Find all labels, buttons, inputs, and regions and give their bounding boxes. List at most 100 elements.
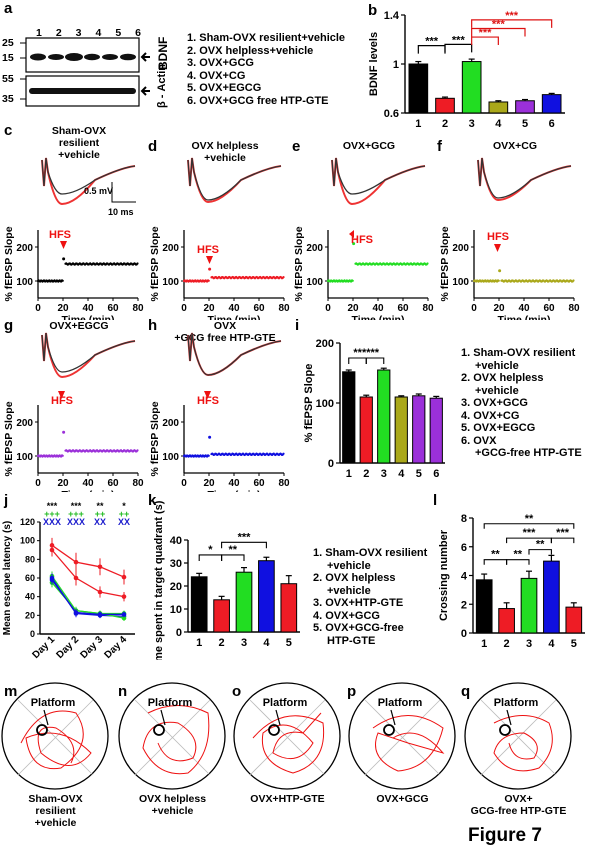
bar bbox=[394, 396, 408, 464]
sig-stars: ** bbox=[536, 539, 545, 551]
y-tick-label: 80 bbox=[25, 554, 35, 564]
sig-bracket bbox=[483, 523, 575, 529]
data-point bbox=[208, 267, 212, 271]
fepsp-trace bbox=[187, 332, 282, 376]
data-point bbox=[73, 575, 79, 581]
y-tick-label: 100 bbox=[316, 398, 334, 410]
maze-caption: OVX+ GCG-free HTP-GTE bbox=[461, 793, 576, 817]
bar bbox=[461, 61, 482, 114]
platform-label: Platform bbox=[378, 697, 423, 709]
y-axis-label: % fEPSP Slope bbox=[149, 226, 161, 301]
y-tick-label: 100 bbox=[162, 277, 179, 288]
legend-item: 5. OVX+GCG-free bbox=[313, 622, 404, 634]
bar bbox=[435, 97, 455, 114]
data-point bbox=[97, 589, 103, 595]
target-quadrant-chart: 0 10 20 30 40 1 2 3 4 5 Time spent in target quadr… bbox=[153, 500, 300, 660]
y-tick-label: 100 bbox=[162, 452, 179, 463]
legend-item: +vehicle bbox=[475, 359, 519, 372]
maze-caption: OVX+HTP-GTE bbox=[230, 793, 345, 805]
y-axis-label: % fEPSP Slope bbox=[149, 401, 161, 476]
x-tick-label: 20 bbox=[493, 303, 505, 314]
title-line: +GCG free HTP-GTE bbox=[174, 332, 276, 344]
x-tick-label: 6 bbox=[549, 118, 555, 130]
legend-item: +GCG-free HTP-GTE bbox=[475, 447, 582, 459]
y-tick-label: 100 bbox=[16, 277, 33, 288]
fepsp-bar-chart: 0 100 200 1 2 3 4 5 6 % fEPSP Slope ****** bbox=[303, 338, 445, 480]
panel-label-k: k bbox=[148, 492, 157, 509]
fepsp-panel-h: OVX+GCG free HTP-GTE 100 200 0 20 40 60 80 Time … bbox=[146, 320, 292, 492]
legend-item: 2. OVX helpless bbox=[313, 572, 396, 584]
swim-path-q: Platform bbox=[464, 682, 572, 790]
bar bbox=[213, 599, 230, 633]
sig-stars: *** bbox=[238, 531, 252, 543]
x-tick-label: 60 bbox=[543, 303, 555, 314]
quadrant-line bbox=[364, 699, 441, 776]
panel-title: OVX+CG bbox=[448, 140, 582, 152]
bar bbox=[488, 101, 509, 114]
hfs-arrow bbox=[206, 256, 213, 264]
data-point bbox=[352, 242, 356, 246]
panel-title: OVX+EGCG bbox=[12, 320, 146, 332]
bar bbox=[565, 606, 583, 634]
y-tick-label: 0 bbox=[461, 628, 467, 640]
panel-label-m: m bbox=[4, 683, 18, 700]
caption-line: OVX helpless bbox=[138, 793, 207, 805]
hfs-arrow bbox=[204, 391, 211, 399]
platform-arrow bbox=[43, 709, 49, 726]
lane-1: 1 bbox=[36, 27, 42, 39]
x-tick-label: 60 bbox=[397, 303, 409, 314]
swim-path-n: Platform bbox=[118, 682, 226, 790]
y-axis-label: BDNF levels bbox=[368, 32, 380, 96]
x-tick-label: 40 bbox=[228, 478, 240, 489]
x-tick-label: 20 bbox=[57, 478, 69, 489]
fepsp-trace bbox=[41, 332, 136, 379]
x-tick-label: 0 bbox=[325, 303, 331, 314]
panel-title: OVX +GCG free HTP-GTE bbox=[158, 320, 292, 344]
y-tick-label: 100 bbox=[16, 452, 33, 463]
y-axis-label: Mean escape latency (s) bbox=[2, 521, 13, 636]
swim-path bbox=[142, 705, 210, 775]
swim-path bbox=[252, 712, 325, 774]
x-tick-label: 4 bbox=[398, 468, 405, 480]
legend-item: 1. Sham-OVX resilient bbox=[461, 347, 576, 359]
data-point bbox=[497, 279, 500, 282]
sig-bracket bbox=[471, 27, 526, 37]
data-point bbox=[282, 452, 285, 455]
data-point bbox=[62, 257, 66, 261]
panel-label-j: j bbox=[4, 492, 9, 509]
y-tick-label: 4 bbox=[461, 571, 468, 583]
platform-arrow bbox=[390, 709, 396, 726]
panel-label-g: g bbox=[4, 317, 14, 334]
bar bbox=[280, 583, 298, 633]
fepsp-panel-f: OVX+CG 100 200 0 20 40 60 80 Time (min) % fEPSP S… bbox=[436, 140, 586, 320]
series-line bbox=[51, 582, 125, 619]
sig-stars: +++ bbox=[68, 509, 84, 519]
fepsp-chart: 100 200 0 20 40 60 80 Time (min) % fEPSP Slope HF… bbox=[149, 157, 290, 320]
x-tick-label: Day 3 bbox=[78, 634, 105, 661]
scale-bar bbox=[111, 182, 136, 203]
caption-line: OVX+ bbox=[504, 793, 533, 805]
sig-stars: ****** bbox=[353, 347, 379, 359]
lane-6: 6 bbox=[135, 27, 141, 39]
hfs-arrow bbox=[349, 230, 354, 238]
x-tick-label: 60 bbox=[253, 478, 265, 489]
sig-stars: ++ bbox=[95, 509, 106, 519]
mw-marker-25: 25 bbox=[2, 37, 14, 49]
figure-label: Figure 7 bbox=[468, 825, 542, 846]
panel-label-c: c bbox=[4, 122, 13, 139]
title-line: resilient bbox=[58, 137, 100, 149]
x-tick-label: 2 bbox=[504, 638, 510, 650]
x-tick-label: 0 bbox=[35, 478, 41, 489]
swim-trace bbox=[252, 712, 325, 774]
legend-item: 4. OVX+CG bbox=[187, 69, 246, 82]
x-axis-label: Time (min) bbox=[498, 314, 551, 320]
y-axis-label: % fEPSP Slope bbox=[303, 364, 315, 443]
y-tick-label: 20 bbox=[25, 610, 35, 620]
panel-label-o: o bbox=[232, 683, 242, 700]
caption-line: OVX+HTP-GTE bbox=[250, 793, 325, 805]
caption-line: OVX+GCG bbox=[376, 793, 429, 805]
sig-bracket bbox=[550, 537, 575, 544]
bar bbox=[520, 577, 538, 634]
y-axis-label: % fEPSP Slope bbox=[3, 226, 15, 301]
